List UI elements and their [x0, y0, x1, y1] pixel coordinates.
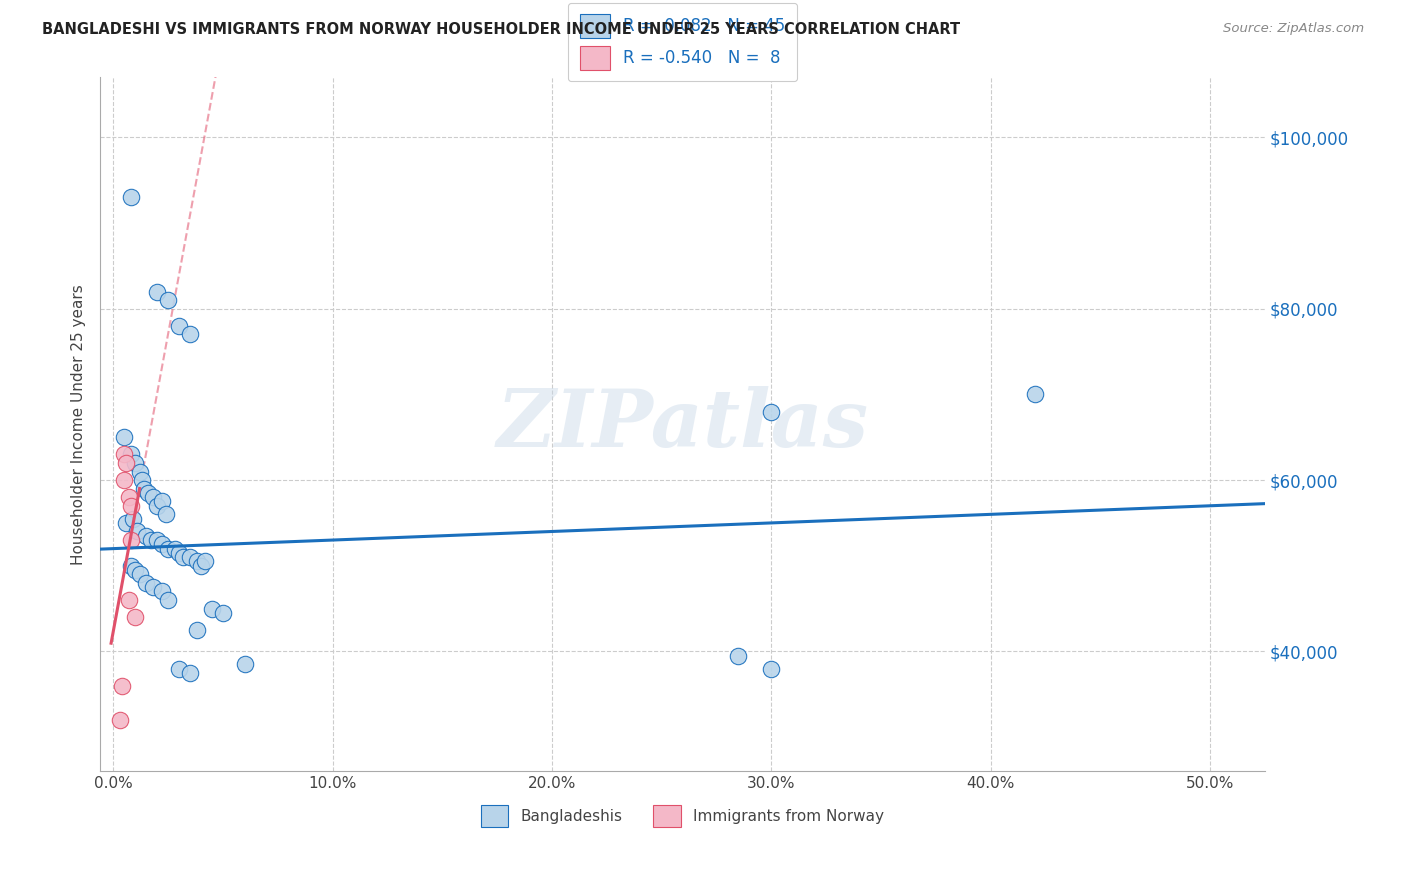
Point: [201, 601, 224, 615]
Point: [155, 508, 177, 522]
Point: [139, 533, 162, 547]
Point: [233, 657, 256, 672]
Point: [157, 541, 180, 556]
Point: [115, 516, 138, 530]
Point: [142, 580, 165, 594]
Point: [150, 537, 173, 551]
Point: [124, 456, 146, 470]
Point: [135, 575, 157, 590]
Point: [115, 456, 138, 470]
Point: [131, 473, 153, 487]
Point: [163, 541, 186, 556]
Point: [120, 190, 142, 204]
Point: [150, 494, 173, 508]
Point: [212, 606, 235, 620]
Point: [167, 318, 190, 333]
Point: [146, 285, 169, 299]
Point: [142, 490, 165, 504]
Point: [112, 430, 135, 444]
Point: [179, 550, 201, 565]
Point: [190, 558, 212, 573]
Point: [167, 546, 190, 560]
Point: [122, 511, 145, 525]
Point: [120, 558, 142, 573]
Point: [727, 648, 749, 663]
Legend: Bangladeshis, Immigrants from Norway: Bangladeshis, Immigrants from Norway: [475, 799, 890, 833]
Point: [128, 567, 150, 582]
Point: [117, 490, 139, 504]
Point: [112, 447, 135, 461]
Point: [132, 482, 155, 496]
Text: ZIPatlas: ZIPatlas: [496, 385, 869, 463]
Point: [112, 473, 135, 487]
Point: [179, 327, 201, 342]
Point: [108, 713, 131, 727]
Point: [128, 465, 150, 479]
Point: [124, 563, 146, 577]
Point: [124, 610, 146, 624]
Point: [1024, 387, 1046, 401]
Y-axis label: Householder Income Under 25 years: Householder Income Under 25 years: [72, 284, 86, 565]
Point: [157, 593, 180, 607]
Point: [194, 554, 217, 568]
Text: BANGLADESHI VS IMMIGRANTS FROM NORWAY HOUSEHOLDER INCOME UNDER 25 YEARS CORRELAT: BANGLADESHI VS IMMIGRANTS FROM NORWAY HO…: [42, 22, 960, 37]
Point: [146, 533, 169, 547]
Point: [761, 404, 783, 418]
Point: [186, 623, 208, 637]
Point: [157, 293, 180, 308]
Point: [150, 584, 173, 599]
Point: [138, 486, 160, 500]
Point: [127, 524, 149, 539]
Point: [135, 529, 157, 543]
Point: [761, 661, 783, 675]
Point: [186, 554, 208, 568]
Point: [172, 550, 194, 565]
Point: [120, 447, 142, 461]
Point: [179, 665, 201, 680]
Point: [111, 679, 134, 693]
Point: [167, 661, 190, 675]
Point: [117, 593, 139, 607]
Point: [120, 499, 142, 513]
Point: [146, 499, 169, 513]
Text: Source: ZipAtlas.com: Source: ZipAtlas.com: [1223, 22, 1364, 36]
Point: [120, 533, 142, 547]
